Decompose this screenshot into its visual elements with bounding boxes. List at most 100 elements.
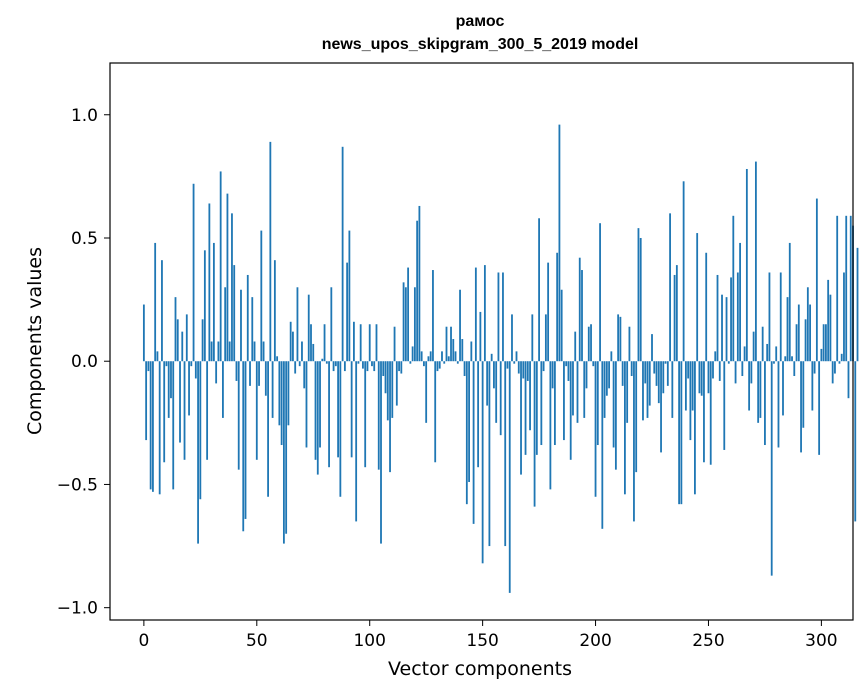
bar <box>669 213 671 362</box>
bar <box>709 361 712 465</box>
bar <box>407 267 410 362</box>
bar <box>197 361 199 544</box>
bar <box>806 287 809 362</box>
bar <box>818 361 821 455</box>
bar <box>208 203 211 362</box>
bar <box>822 324 825 362</box>
bar <box>520 361 522 475</box>
bar <box>264 361 267 396</box>
bar <box>651 334 653 362</box>
bar <box>592 361 595 367</box>
x-axis-label: Vector components <box>388 658 572 680</box>
bar <box>402 282 405 362</box>
bar <box>280 361 283 446</box>
bar <box>346 262 349 362</box>
bar <box>770 361 773 576</box>
x-tick-label: 300 <box>805 631 837 651</box>
bar <box>287 361 290 426</box>
bar <box>228 341 231 362</box>
bar <box>323 324 326 362</box>
bar <box>201 319 204 362</box>
bar <box>838 361 841 364</box>
bar <box>206 361 209 460</box>
bar <box>161 260 163 362</box>
bar <box>736 272 739 362</box>
bar <box>574 331 577 362</box>
y-tick-label: 1.0 <box>71 106 98 126</box>
bar <box>210 341 213 362</box>
bar <box>811 361 814 411</box>
bar <box>499 361 502 436</box>
bar <box>384 361 387 394</box>
bar <box>368 324 371 362</box>
bar <box>845 215 848 362</box>
bar <box>486 361 489 406</box>
bar <box>624 361 626 495</box>
bar <box>296 287 299 362</box>
bar <box>350 361 353 458</box>
bar <box>301 341 303 362</box>
bar <box>854 361 857 522</box>
bar <box>529 361 531 431</box>
bar <box>727 361 730 364</box>
bar <box>682 181 685 362</box>
bar <box>377 361 380 470</box>
bar <box>797 304 800 362</box>
bar <box>752 331 755 362</box>
bar <box>506 361 509 369</box>
bar <box>255 361 258 460</box>
bar <box>231 213 233 362</box>
bar <box>563 361 565 441</box>
bar <box>829 294 832 362</box>
bar <box>167 361 170 418</box>
bar <box>425 361 428 423</box>
bar <box>745 168 748 362</box>
bar <box>596 361 599 446</box>
bar <box>605 361 608 396</box>
bar <box>524 361 527 455</box>
bar <box>549 361 552 490</box>
bar <box>443 361 446 364</box>
bar <box>578 257 581 362</box>
bar <box>840 353 843 362</box>
bar <box>502 272 504 362</box>
bar <box>386 361 389 421</box>
bar <box>773 361 775 364</box>
bar <box>362 361 364 369</box>
bar <box>273 260 276 362</box>
bar <box>748 361 751 411</box>
bar <box>170 361 172 399</box>
bar <box>321 358 324 362</box>
y-tick-label: −1.0 <box>57 599 98 619</box>
bar <box>163 361 166 463</box>
bar <box>337 361 339 458</box>
bar <box>224 287 227 362</box>
bar <box>468 361 470 482</box>
y-axis-ticks: −1.0 −0.5 0.0 0.5 1.0 <box>57 106 110 619</box>
bar <box>642 361 644 421</box>
bar <box>497 272 500 362</box>
bar <box>768 272 771 362</box>
bar <box>535 361 538 455</box>
bar <box>434 361 437 463</box>
bar <box>764 361 766 446</box>
bar <box>687 361 690 379</box>
bar <box>788 242 791 362</box>
plot-frame <box>109 62 854 621</box>
bar <box>825 324 827 362</box>
bar <box>267 361 269 497</box>
bar <box>542 361 545 372</box>
bar <box>459 289 461 362</box>
bar <box>590 324 592 362</box>
bar <box>696 233 699 362</box>
bar <box>791 356 793 362</box>
bar <box>547 262 550 362</box>
bar <box>533 361 536 507</box>
bar <box>831 361 834 384</box>
bar <box>675 265 678 362</box>
bar <box>465 361 468 505</box>
bar <box>531 314 534 362</box>
bar <box>689 361 692 441</box>
bar <box>644 361 647 384</box>
